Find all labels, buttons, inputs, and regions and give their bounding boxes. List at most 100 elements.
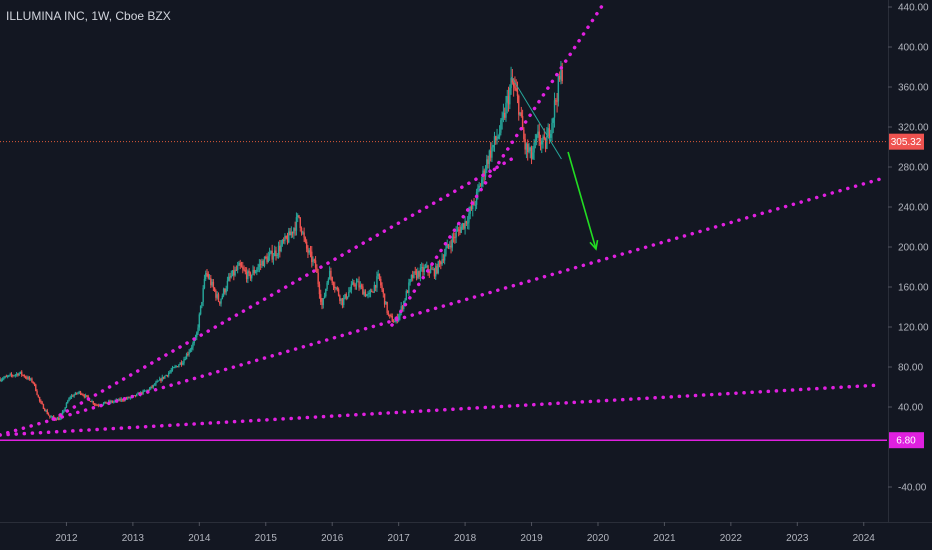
candle-body [5, 376, 8, 378]
candle-body [316, 267, 318, 273]
price-tag-label: 305.32 [891, 137, 922, 148]
candle-body [509, 87, 511, 105]
candle-body [215, 290, 217, 298]
candle-body [341, 298, 344, 305]
candle-body [28, 377, 31, 380]
candle-body [543, 136, 546, 139]
candle-body [527, 144, 529, 152]
candle-body [183, 359, 185, 364]
candle-body [141, 392, 143, 394]
candle-body [344, 294, 346, 299]
candle-body [244, 270, 247, 272]
candle-body [551, 122, 553, 134]
candle-body [144, 390, 147, 392]
candle-body [68, 397, 70, 402]
solid-trendline [511, 76, 562, 160]
candle-body [171, 367, 174, 371]
candle-body [275, 250, 277, 256]
candle-body [165, 375, 167, 377]
candle-body [285, 236, 287, 239]
candle-body [15, 373, 18, 375]
price-axis[interactable]: 440.00 400.00 360.00 320.00 280.00 240.00 200.… [888, 0, 929, 522]
candle-body [33, 382, 36, 385]
candle-body [353, 282, 355, 286]
price-tags: 305.32 6.80 [889, 133, 924, 449]
candle-body [474, 204, 477, 206]
candle-body [174, 366, 176, 368]
candle-body [521, 116, 524, 130]
price-tag [889, 133, 924, 150]
candle-body [501, 117, 503, 121]
candle-body [305, 241, 308, 249]
candle-body [369, 290, 372, 293]
candle-body [516, 90, 519, 96]
candle-body [52, 416, 55, 418]
candle-body [235, 269, 238, 271]
candle-body [470, 207, 473, 210]
candle-body [349, 289, 351, 292]
candle-body [1, 378, 4, 380]
x-tick-label: 2018 [454, 533, 477, 544]
candle-body [229, 276, 231, 278]
candle-body [41, 402, 43, 405]
candle-body [40, 400, 42, 403]
candle-body [383, 293, 386, 305]
candle-body [271, 250, 273, 260]
candle-body [505, 102, 507, 118]
candle-body [0, 379, 1, 381]
down-arrow-shaft [567, 151, 597, 250]
candle-body [35, 384, 37, 392]
candle-body [350, 284, 353, 290]
candle-body [51, 416, 54, 418]
candle-body [152, 384, 155, 388]
y-tick-label: 400.00 [898, 43, 929, 54]
candle-body [206, 273, 208, 275]
candle-body [359, 285, 362, 288]
candle-body [251, 274, 253, 279]
candle-body [224, 289, 226, 293]
candle-body [479, 185, 482, 187]
candle-body [228, 276, 230, 281]
x-tick-label: 2017 [388, 533, 411, 544]
time-axis[interactable]: 2012 2013 2014 2015 2016 2017 2018 2019 2020 2021… [0, 522, 932, 544]
y-tick-label: 240.00 [898, 203, 929, 214]
candle-body [37, 394, 40, 397]
candle-body [210, 278, 212, 286]
candle-body [321, 301, 323, 306]
candle-body [466, 222, 469, 224]
candle-body [484, 170, 487, 177]
candle-body [170, 370, 172, 372]
candle-body [475, 191, 478, 205]
candle-body [431, 268, 433, 270]
candle-body [455, 231, 457, 238]
candle-body [263, 256, 266, 267]
candle-body [498, 132, 501, 137]
candle-body [337, 289, 340, 296]
candle-body [515, 88, 517, 91]
x-tick-label: 2012 [55, 533, 78, 544]
candle-body [422, 267, 424, 273]
candle-body [547, 128, 549, 136]
candle-body [472, 201, 474, 210]
candle-body [496, 138, 498, 141]
candle-body [220, 298, 222, 304]
candle-body [222, 289, 225, 296]
candle-body [198, 314, 201, 328]
candle-body [523, 129, 525, 140]
candle-body [219, 301, 221, 304]
x-tick-label: 2022 [720, 533, 743, 544]
candle-body [259, 264, 262, 266]
candle-body [9, 374, 11, 376]
price-tag-label: 6.80 [896, 436, 916, 447]
candle-body [179, 362, 181, 365]
candle-body [514, 86, 516, 89]
candle-body [488, 150, 491, 164]
x-tick-label: 2013 [122, 533, 145, 544]
candle-body [252, 269, 254, 275]
candle-body [461, 223, 464, 227]
down-arrow-head [589, 239, 599, 251]
candle-body [428, 271, 431, 274]
candle-body [530, 147, 533, 159]
